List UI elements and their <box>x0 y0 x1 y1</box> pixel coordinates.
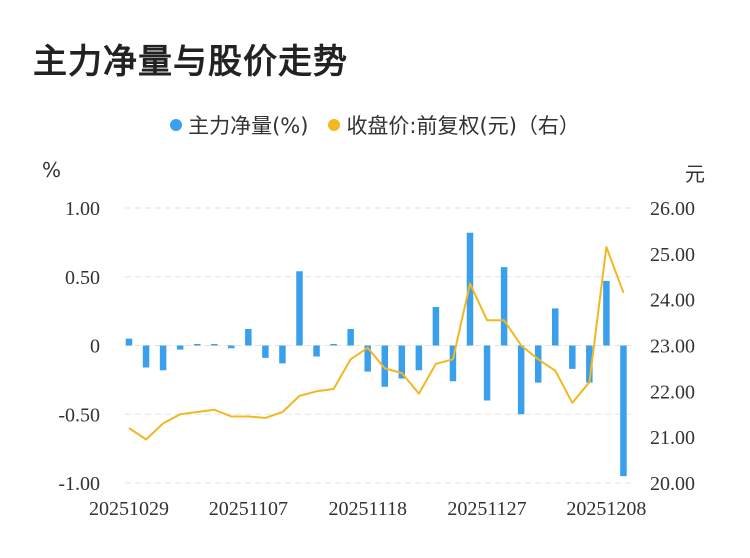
bar <box>330 344 337 346</box>
bar <box>432 307 440 346</box>
bar <box>569 345 576 369</box>
right-tick-label: 24.00 <box>650 290 695 312</box>
left-tick-label: 1.00 <box>65 198 100 220</box>
legend-item-bar[interactable]: 主力净量(%) <box>170 110 308 140</box>
left-tick-label: -1.00 <box>58 473 100 495</box>
bar-legend-dot-icon <box>170 119 183 131</box>
bar <box>313 345 320 357</box>
legend-line-label: 收盘价:前复权(元)（右） <box>346 114 580 138</box>
bar <box>381 345 388 387</box>
bar <box>534 345 542 383</box>
bar <box>500 267 508 346</box>
legend-item-line[interactable]: 收盘价:前复权(元)（右） <box>328 110 580 140</box>
bar <box>296 271 303 346</box>
left-tick-label: 0 <box>90 336 100 358</box>
x-tick-label: 20251208 <box>566 498 646 520</box>
right-tick-label: 22.00 <box>650 381 695 403</box>
legend: 主力净量(%) 收盘价:前复权(元)（右） <box>0 110 750 140</box>
bar <box>620 345 627 477</box>
right-tick-label: 20.00 <box>650 473 695 495</box>
x-tick-label: 20251107 <box>209 498 288 520</box>
right-tick-label: 25.00 <box>650 244 695 266</box>
left-tick-label: 0.50 <box>65 267 100 289</box>
price-line <box>128 246 625 441</box>
bar <box>245 329 252 346</box>
bar <box>449 345 457 382</box>
right-tick-label: 26.00 <box>650 198 695 220</box>
right-tick-label: 23.00 <box>650 336 695 358</box>
bar <box>586 345 593 383</box>
bar <box>228 345 235 349</box>
legend-bar-label: 主力净量(%) <box>188 114 309 138</box>
bar <box>364 345 371 372</box>
bar <box>159 345 167 371</box>
x-tick-label: 20251029 <box>89 498 169 520</box>
bar <box>262 345 269 358</box>
bar <box>279 345 286 364</box>
left-tick-label: -0.50 <box>58 404 100 426</box>
bar <box>211 344 218 346</box>
bar <box>517 345 525 415</box>
bar <box>466 232 474 346</box>
chart-title: 主力净量与股价走势 <box>33 42 348 82</box>
bar <box>483 345 491 401</box>
x-tick-label: 20251118 <box>328 498 407 520</box>
right-tick-label: 21.00 <box>650 427 695 449</box>
bar <box>125 338 133 346</box>
bar <box>415 345 423 371</box>
bar <box>398 345 406 379</box>
right-axis-unit: 元 <box>685 162 705 186</box>
bar <box>552 308 559 346</box>
bar <box>603 280 610 346</box>
x-tick-label: 20251127 <box>447 498 526 520</box>
bar <box>176 345 184 350</box>
bar <box>193 344 201 346</box>
line-legend-dot-icon <box>328 119 341 131</box>
left-axis-unit: % <box>42 158 62 182</box>
bar <box>142 345 150 368</box>
bar <box>347 329 354 346</box>
